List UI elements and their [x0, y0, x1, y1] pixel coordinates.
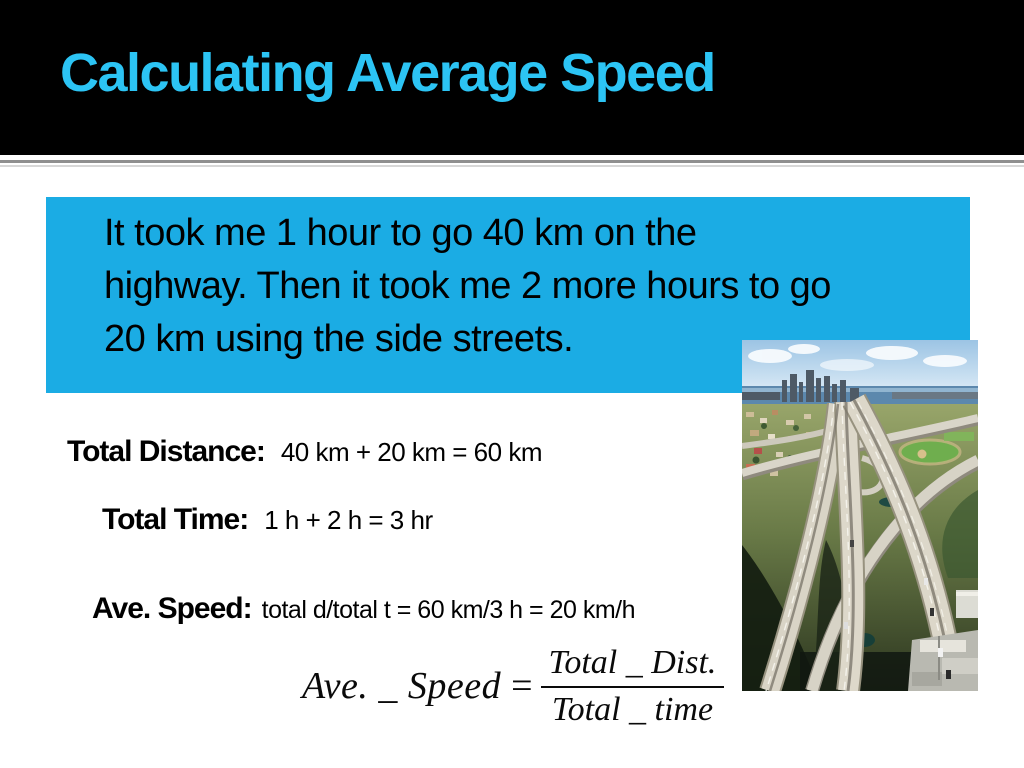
highway-photo-art: [742, 340, 978, 691]
problem-line: It took me 1 hour to go 40 km on the: [104, 212, 697, 254]
problem-line: highway. Then it took me 2 more hours to…: [104, 265, 831, 307]
ave-speed-label: Ave. Speed:: [92, 592, 253, 625]
total-distance-line: Total Distance: 40 km + 20 km = 60 km: [67, 435, 542, 469]
ave-speed-value: total d/total t = 60 km/3 h = 20 km/h: [261, 596, 636, 624]
problem-box: It took me 1 hour to go 40 km on the hig…: [46, 197, 970, 393]
ave-speed-line: Ave. Speed: total d/total t = 60 km/3 h …: [92, 592, 636, 626]
average-speed-formula: Ave. _ Speed = Total _ Dist. Total _ tim…: [302, 636, 725, 736]
total-time-value: 1 h + 2 h = 3 hr: [264, 505, 433, 535]
problem-text: It took me 1 hour to go 40 km on the hig…: [104, 207, 831, 366]
total-distance-label: Total Distance:: [67, 435, 266, 468]
formula-numerator: Total _ Dist.: [540, 643, 725, 688]
header-divider-shadow: [0, 165, 1024, 167]
slide-title: Calculating Average Speed: [60, 43, 716, 103]
title-bar: Calculating Average Speed: [0, 0, 1024, 155]
formula-lhs: Ave. _ Speed: [302, 665, 502, 707]
total-distance-value: 40 km + 20 km = 60 km: [280, 437, 543, 467]
problem-line: 20 km using the side streets.: [104, 318, 574, 360]
highway-interchange-photo: [742, 340, 978, 691]
formula-fraction: Total _ Dist. Total _ time: [540, 643, 725, 730]
formula-equals: =: [511, 665, 533, 707]
formula-denominator: Total _ time: [551, 690, 714, 728]
total-time-label: Total Time:: [102, 503, 249, 536]
header-divider-line: [0, 160, 1024, 163]
total-time-line: Total Time: 1 h + 2 h = 3 hr: [102, 503, 433, 537]
